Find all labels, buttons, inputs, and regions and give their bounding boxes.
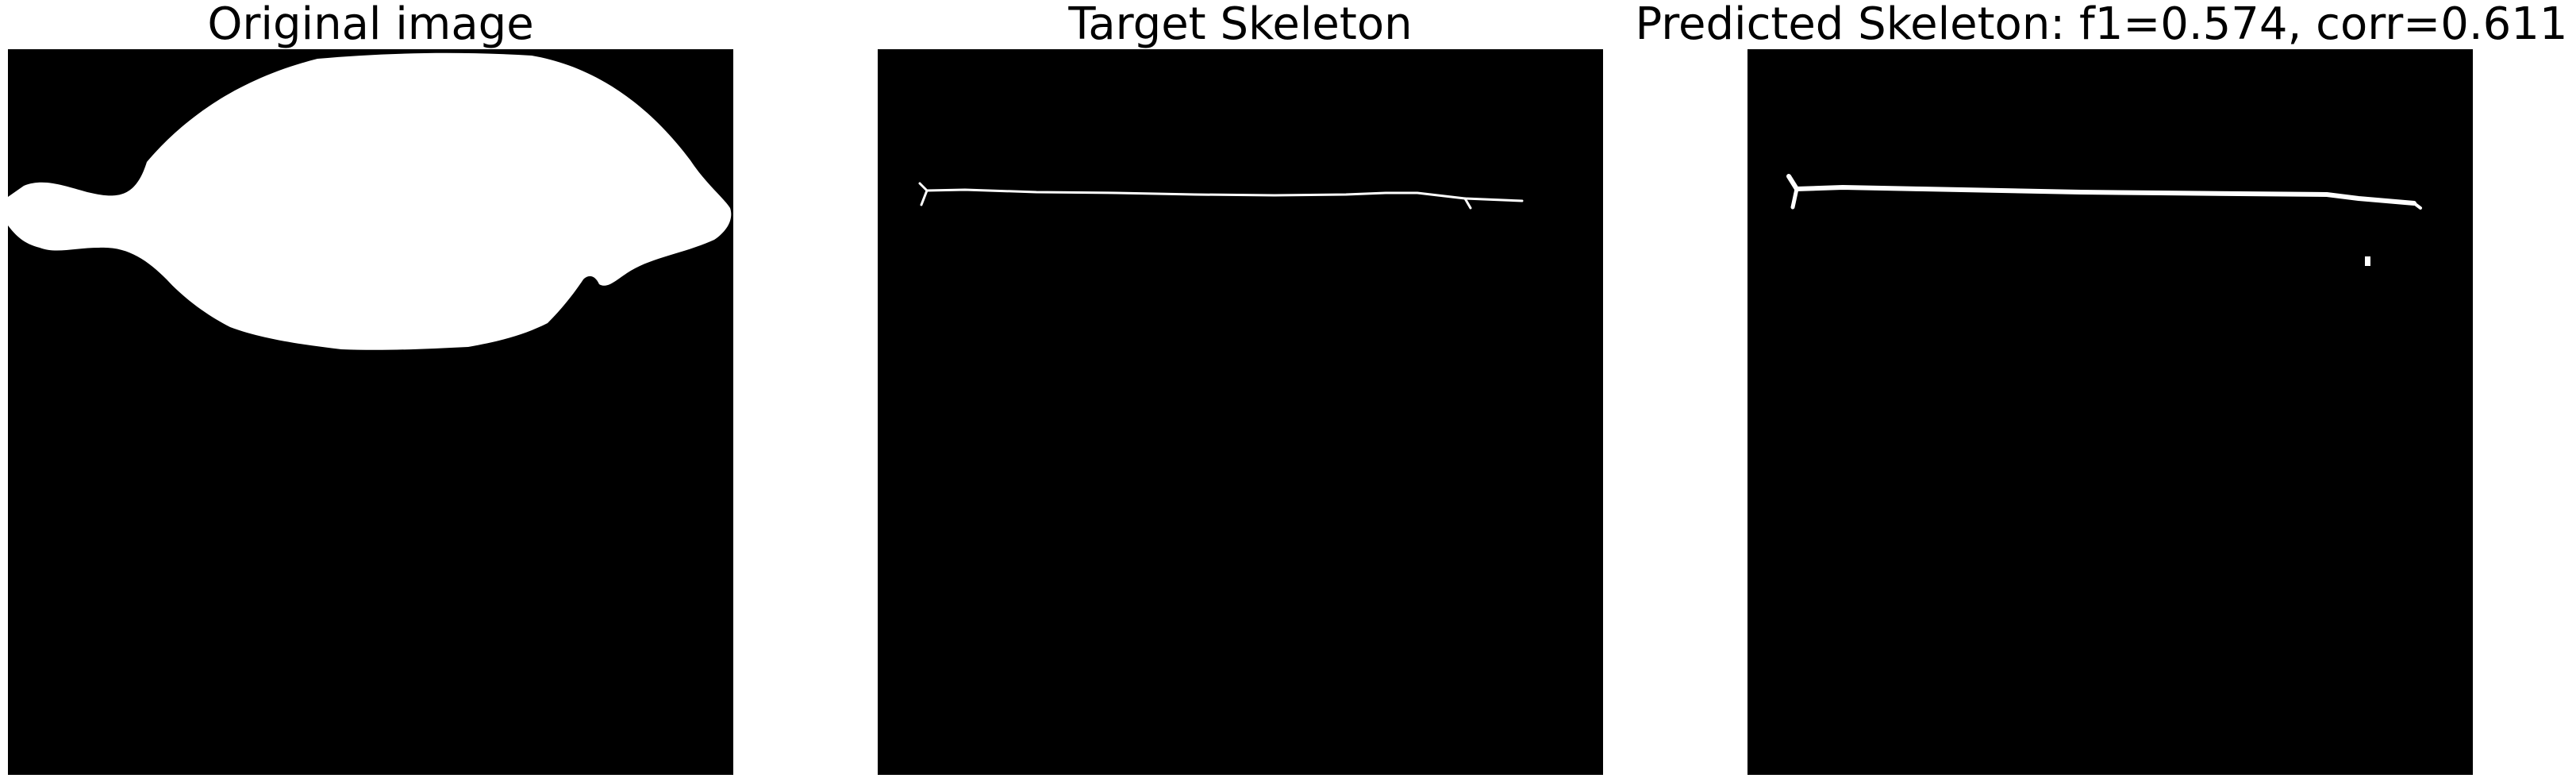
title-predicted-skeleton: Predicted Skeleton: f1=0.574, corr=0.611 <box>1635 0 2568 50</box>
predicted-skeleton-end-tip <box>2413 202 2422 210</box>
predicted-skeleton-isolated-blob <box>2365 256 2370 266</box>
target-skeleton-branch <box>1463 197 1472 210</box>
target-skeleton-main-line <box>925 188 1524 202</box>
predicted-skeleton-main-line <box>1794 185 2416 206</box>
target-skeleton-fork-lower <box>920 189 929 206</box>
target-skeleton-panel <box>878 49 1603 775</box>
predicted-skeleton-panel <box>1747 49 2473 775</box>
target-skeleton-image <box>878 49 1603 775</box>
fish-silhouette-image <box>8 49 733 775</box>
predicted-skeleton-fork-upper <box>1786 174 1799 191</box>
predicted-skeleton-fork-lower <box>1790 187 1799 210</box>
title-original-image: Original image <box>207 0 534 50</box>
fish-silhouette <box>8 52 732 350</box>
title-target-skeleton: Target Skeleton <box>1068 0 1413 50</box>
predicted-skeleton-image <box>1747 49 2473 775</box>
original-image-panel <box>8 49 733 775</box>
target-skeleton-fork-upper <box>918 182 929 192</box>
